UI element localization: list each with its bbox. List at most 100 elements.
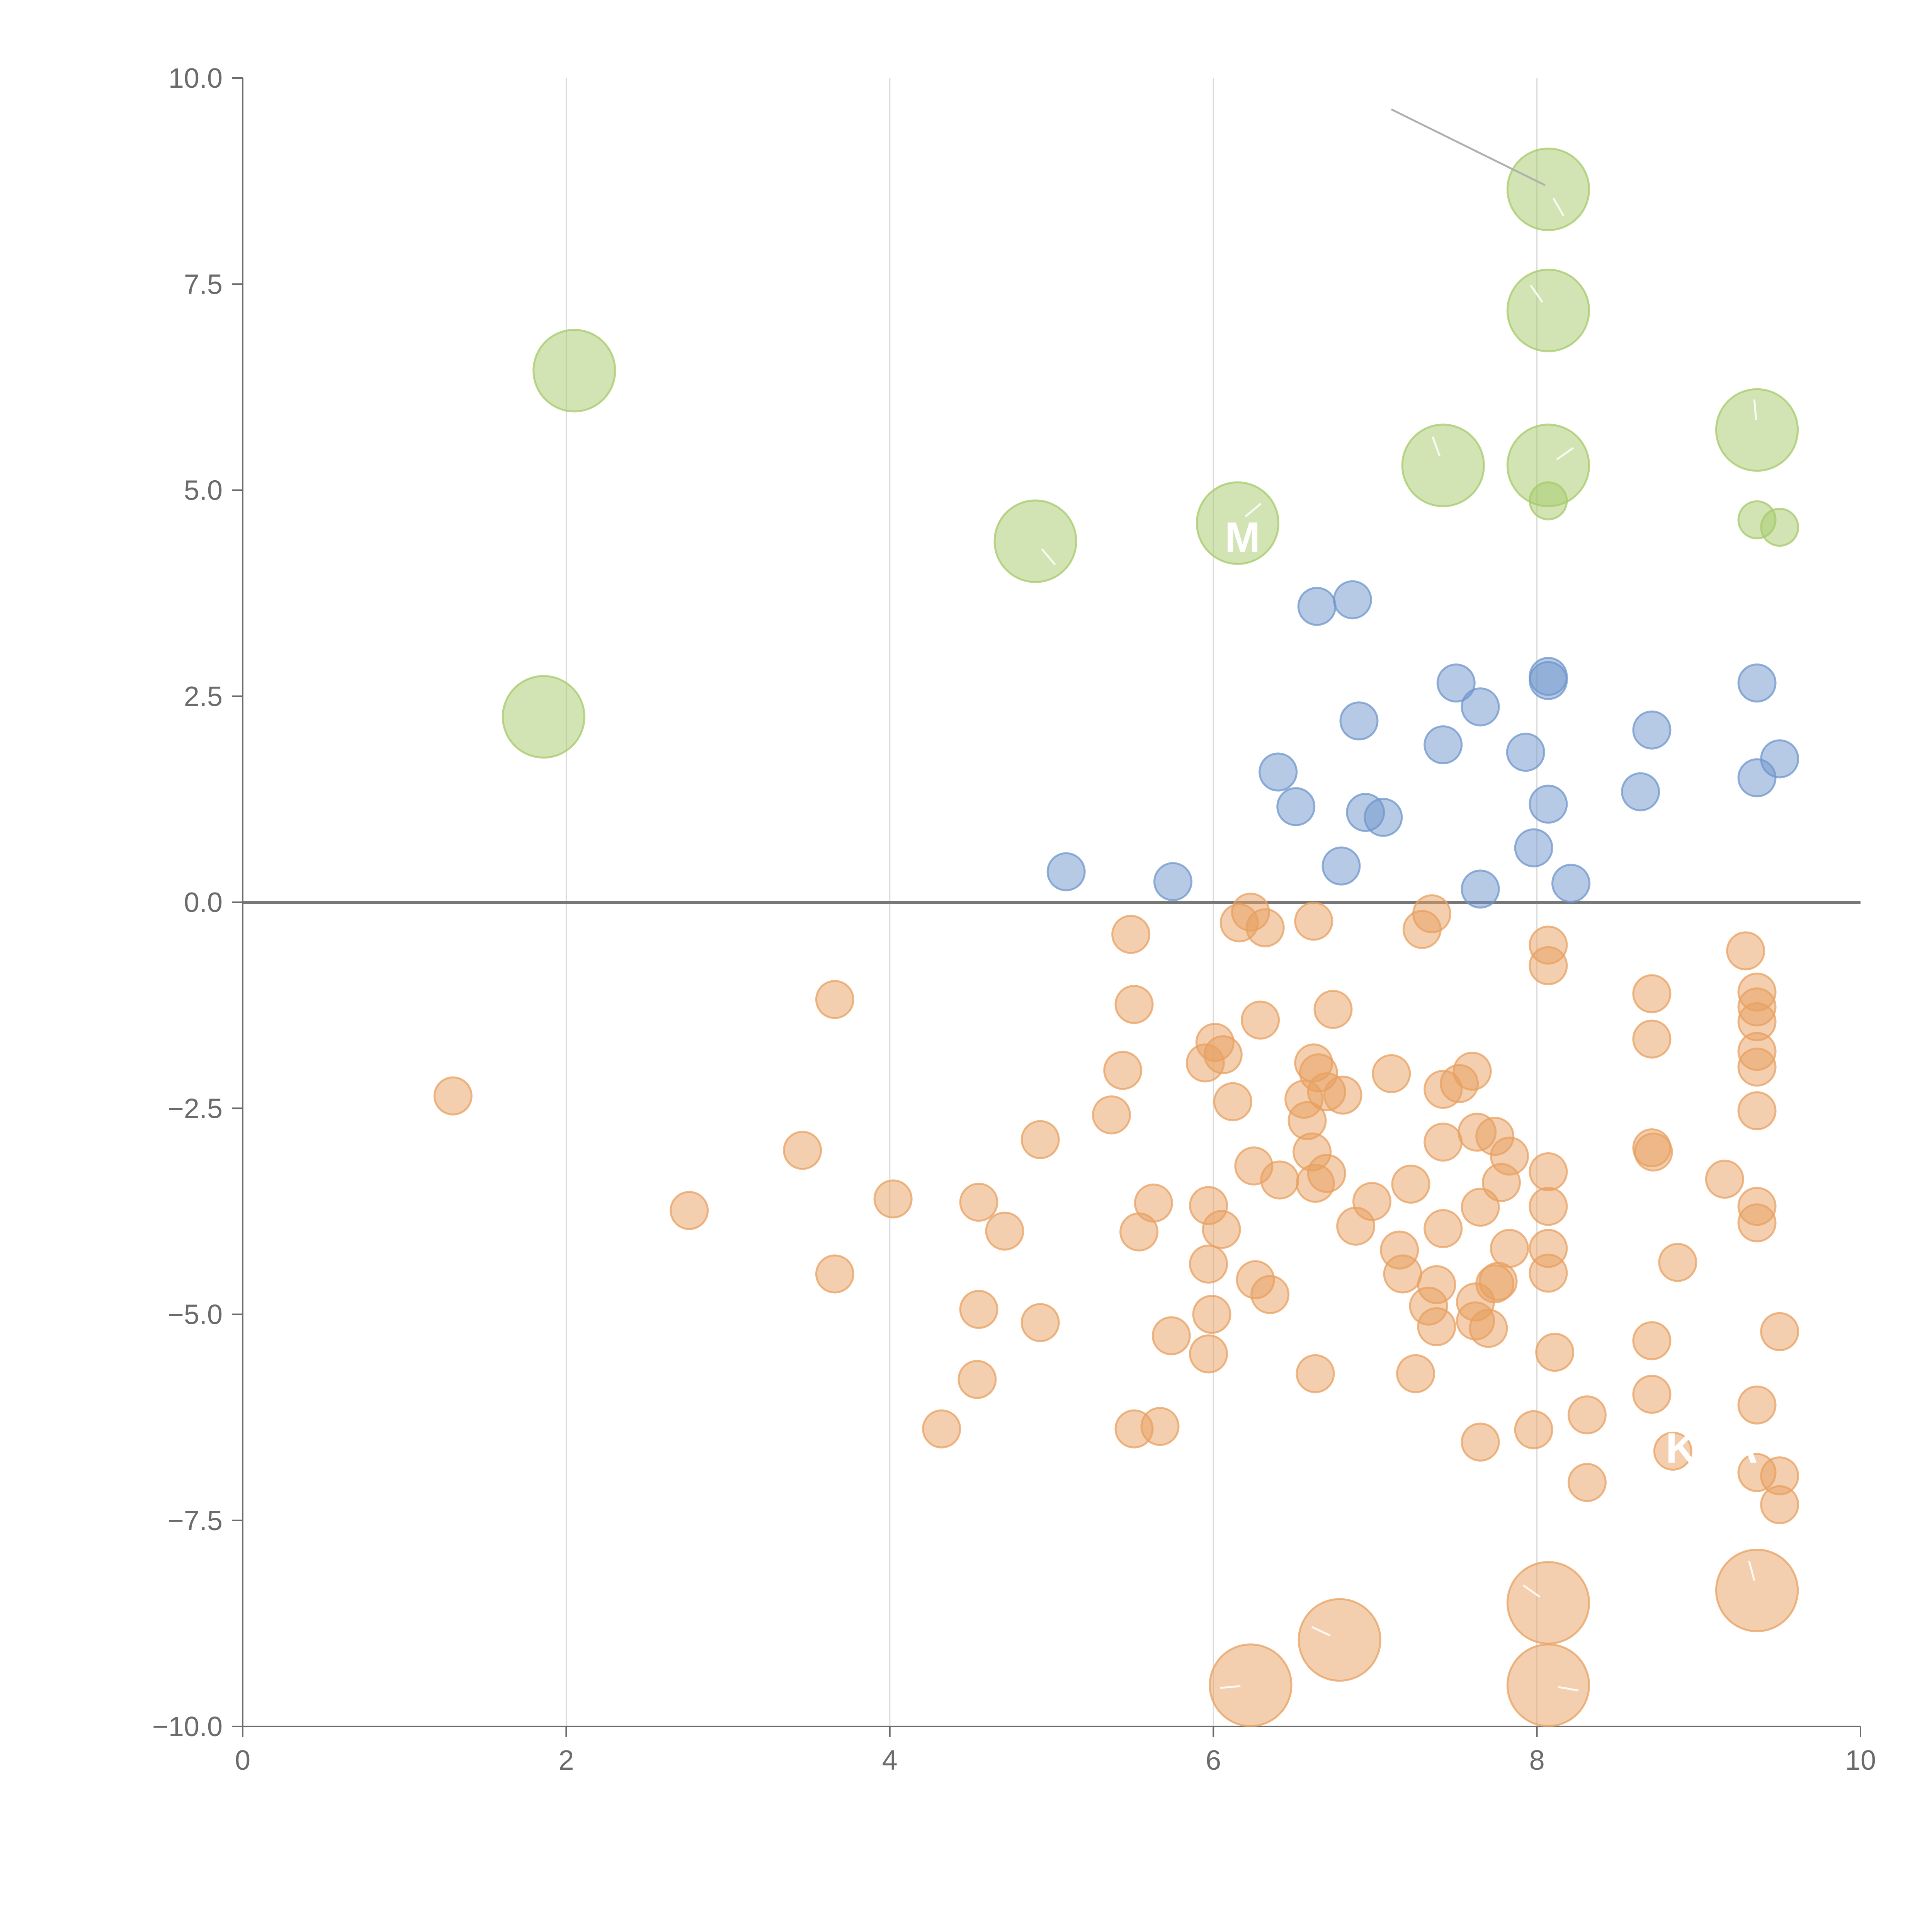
orange-point-94 [1632, 1321, 1672, 1361]
orange-point-86 [959, 1290, 998, 1329]
green-point-0 [1506, 147, 1590, 231]
orange-point-29 [433, 1076, 473, 1116]
orange-point-95 [1189, 1334, 1228, 1374]
green-point-6 [1529, 481, 1568, 520]
blue-point-16 [1276, 787, 1316, 827]
orange-point-106 [1514, 1410, 1553, 1449]
orange-point-13 [1313, 990, 1353, 1029]
annotation-label-1: KDA [1666, 1424, 1758, 1472]
green-point-1 [1506, 269, 1590, 352]
orange-point-72 [1490, 1229, 1529, 1268]
orange-point-102 [1567, 1395, 1607, 1435]
orange-point-63 [1529, 1187, 1568, 1226]
orange-point-spoke-117 [1558, 1686, 1579, 1692]
orange-point-108 [1653, 1432, 1692, 1471]
orange-point-96 [1535, 1333, 1575, 1372]
blue-point-12 [1259, 752, 1298, 792]
orange-point-89 [1417, 1307, 1456, 1346]
y-tick-label-7: −7.5 [168, 1505, 223, 1536]
orange-point-83 [1250, 1275, 1290, 1314]
orange-point-62 [1461, 1187, 1500, 1227]
orange-point-117 [1506, 1643, 1590, 1727]
x-tick-label-5: 10 [1845, 1745, 1876, 1776]
blue-point-14 [1621, 772, 1660, 811]
y-tick-label-2: 5.0 [184, 475, 223, 506]
x-tick-label-2: 4 [882, 1745, 898, 1776]
orange-point-112 [1760, 1485, 1799, 1524]
blue-point-5 [1529, 661, 1568, 700]
blue-point-19 [1514, 828, 1553, 867]
orange-point-58 [959, 1182, 998, 1222]
orange-point-10 [815, 980, 854, 1019]
orange-point-116 [1209, 1643, 1293, 1727]
orange-point-12 [1241, 1000, 1280, 1040]
orange-point-99 [1396, 1354, 1435, 1393]
orange-point-52 [1391, 1164, 1430, 1204]
orange-point-54 [1529, 1152, 1568, 1191]
orange-point-2 [1245, 908, 1285, 947]
orange-point-97 [957, 1360, 997, 1399]
green-point-3 [1715, 388, 1799, 472]
blue-point-24 [1461, 869, 1500, 909]
green-point-spoke-9 [1245, 502, 1262, 517]
green-point-spoke-5 [1556, 447, 1574, 461]
orange-point-6 [1111, 915, 1151, 954]
leader-line [1391, 108, 1546, 186]
orange-point-40 [1423, 1122, 1463, 1162]
orange-point-88 [1020, 1303, 1060, 1342]
blue-point-9 [1423, 725, 1463, 765]
blue-point-22 [1153, 862, 1193, 901]
green-point-9 [1196, 481, 1280, 565]
orange-point-14 [1632, 974, 1672, 1014]
blue-point-23 [1551, 864, 1591, 903]
annotations: M KDA [1225, 108, 1758, 1472]
green-point-2 [532, 329, 616, 413]
blue-point-13 [1737, 758, 1777, 798]
orange-point-35 [1440, 1064, 1479, 1103]
orange-point-82 [1529, 1253, 1568, 1293]
orange-point-8 [1529, 946, 1568, 985]
orange-point-47 [1634, 1132, 1673, 1172]
orange-point-49 [1260, 1160, 1299, 1200]
orange-point-113 [1715, 1548, 1799, 1633]
green-point-10 [993, 499, 1077, 583]
orange-point-20 [1185, 1043, 1225, 1083]
orange-point-66 [1119, 1212, 1159, 1252]
orange-point-33 [1323, 1075, 1362, 1115]
orange-point-75 [815, 1254, 854, 1294]
orange-point-103 [922, 1409, 961, 1449]
orange-point-5 [1402, 910, 1442, 949]
orange-point-spoke-114 [1522, 1584, 1541, 1598]
green-point-spoke-3 [1753, 399, 1757, 420]
green-point-11 [502, 675, 585, 759]
y-tick-label-5: −2.5 [168, 1093, 223, 1124]
orange-point-21 [1103, 1051, 1143, 1090]
orange-point-67 [1202, 1210, 1241, 1249]
blue-point-8 [1632, 710, 1672, 750]
orange-point-100 [1632, 1374, 1672, 1414]
orange-point-65 [985, 1211, 1024, 1251]
blue-point-10 [1506, 733, 1545, 772]
data-points [433, 147, 1799, 1727]
orange-point-26 [1632, 1019, 1672, 1059]
blue-point-2 [1436, 663, 1476, 703]
green-point-spoke-10 [1041, 548, 1056, 566]
orange-point-43 [783, 1131, 822, 1170]
y-tick-label-3: 2.5 [184, 681, 223, 712]
x-tick-label-4: 8 [1529, 1745, 1545, 1776]
orange-point-101 [1737, 1385, 1777, 1425]
orange-point-spoke-115 [1311, 1626, 1331, 1637]
blue-point-0 [1297, 587, 1337, 626]
blue-point-20 [1321, 846, 1361, 886]
orange-point-74 [1658, 1243, 1697, 1282]
orange-point-57 [873, 1179, 913, 1219]
orange-point-105 [1140, 1407, 1180, 1446]
orange-point-51 [1307, 1154, 1346, 1193]
orange-point-115 [1298, 1598, 1381, 1682]
orange-point-55 [1705, 1160, 1744, 1199]
y-tick-label-8: −10.0 [152, 1711, 223, 1742]
blue-point-18 [1364, 798, 1403, 837]
annotation-label-0: M [1225, 514, 1260, 561]
